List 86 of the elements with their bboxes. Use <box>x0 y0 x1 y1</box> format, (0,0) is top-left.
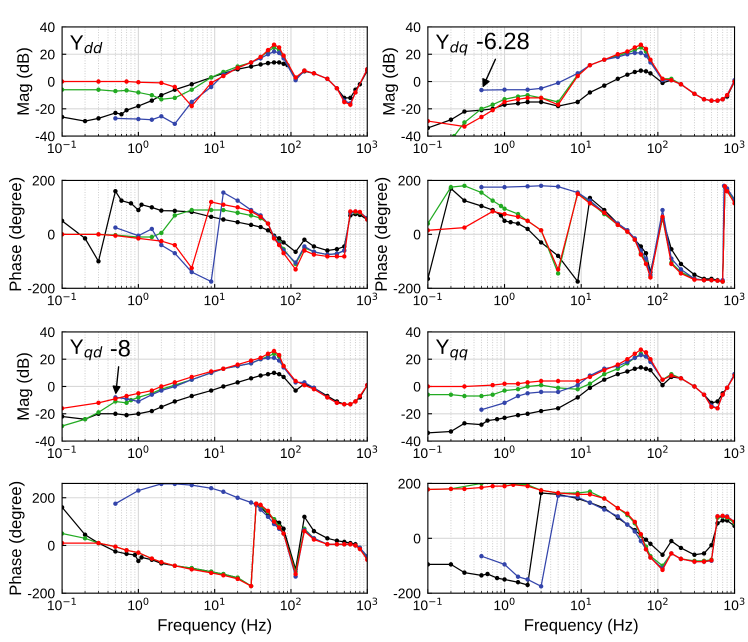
x-tick-label: 10$^{2}$ <box>648 140 668 154</box>
y-tick-label: -40 <box>36 131 55 142</box>
x-axis-title: Frequency (Hz) <box>158 618 272 634</box>
x-tick-label: 10$^{0}$ <box>128 140 148 154</box>
y-tick-label: 40 <box>40 22 55 32</box>
y-tick-label: -40 <box>401 436 420 446</box>
y-tick-label: 0 <box>48 76 55 87</box>
y-tick-label: 40 <box>40 327 55 338</box>
annotation: Y$_{dd}$ <box>70 35 102 54</box>
y-tick-label: -200 <box>394 284 420 294</box>
annotation: Y$_{qd}$ <box>70 340 102 360</box>
x-tick-label: 10$^{0}$ <box>494 140 515 154</box>
x-tick-label: 10$^{1}$ <box>204 598 224 610</box>
y-tick-label: 200 <box>398 176 420 186</box>
y-tick-label: -20 <box>401 104 420 114</box>
y-tick-label: -40 <box>401 131 420 142</box>
annotation: -6.28 <box>476 32 529 50</box>
x-tick-label: 10$^{2}$ <box>280 598 301 610</box>
y-tick-label: 0 <box>414 382 420 392</box>
x-tick-label: 10$^{1}$ <box>571 292 591 306</box>
y-axis-title: Mag (dB) <box>16 353 32 420</box>
x-tick-label: 10$^{3}$ <box>357 292 378 306</box>
x-tick-label: 10$^{3}$ <box>724 598 744 610</box>
x-tick-label: 10$^{3}$ <box>357 598 378 610</box>
x-tick-label: 10$^{2}$ <box>648 445 668 458</box>
x-tick-label: 10$^{0}$ <box>128 292 148 306</box>
x-tick-label: 10$^{0}$ <box>494 292 515 306</box>
x-tick-label: 10$^{1}$ <box>204 446 224 458</box>
x-tick-label: 10$^{1}$ <box>571 140 591 154</box>
y-tick-label: -200 <box>28 588 55 598</box>
x-tick-label: 10$^{2}$ <box>648 598 668 610</box>
y-tick-label: 200 <box>398 478 420 489</box>
y-tick-label: 20 <box>40 50 55 60</box>
y-tick-label: 20 <box>406 50 420 60</box>
annotation: Y$_{dq}$ <box>436 34 468 56</box>
x-tick-label: 10$^{1}$ <box>204 292 224 306</box>
x-tick-label: 10$^{1}$ <box>571 446 591 458</box>
x-tick-label: 10$^{1}$ <box>571 598 591 610</box>
y-tick-label: 0 <box>48 382 55 392</box>
x-tick-label: 10$^{3}$ <box>724 292 744 306</box>
x-axis-title: Frequency (Hz) <box>525 618 638 634</box>
x-tick-label: 10$^{3}$ <box>357 140 378 154</box>
y-axis-title: Phase (degree) <box>9 482 25 594</box>
y-axis-title: Mag (dB) <box>16 48 32 114</box>
y-tick-label: -20 <box>36 104 55 114</box>
x-tick-label: 10$^{2}$ <box>648 292 668 306</box>
x-tick-label: 10$^{−1}$ <box>414 292 442 306</box>
y-tick-label: 40 <box>406 327 420 338</box>
x-tick-label: 10$^{3}$ <box>724 445 744 458</box>
x-tick-label: 10$^{1}$ <box>204 140 224 154</box>
y-tick-label: 0 <box>48 540 55 551</box>
y-tick-label: -200 <box>394 588 420 598</box>
x-tick-label: 10$^{−1}$ <box>414 140 442 154</box>
y-axis-title: Phase (degree) <box>374 178 390 290</box>
y-tick-label: 0 <box>414 76 420 87</box>
x-tick-label: 10$^{−1}$ <box>48 598 76 610</box>
y-tick-label: 20 <box>40 354 55 364</box>
x-tick-label: 10$^{2}$ <box>280 140 301 154</box>
y-axis-title: Mag (dB) <box>382 48 398 114</box>
y-tick-label: 0 <box>414 534 420 544</box>
y-tick-label: -40 <box>36 436 55 446</box>
y-tick-label: -20 <box>36 409 55 419</box>
x-tick-label: 10$^{−1}$ <box>48 446 76 458</box>
x-tick-label: 10$^{0}$ <box>494 598 515 610</box>
x-tick-label: 10$^{0}$ <box>494 445 515 458</box>
y-tick-label: 200 <box>32 493 55 503</box>
x-tick-label: 10$^{0}$ <box>128 598 148 610</box>
y-tick-label: 40 <box>406 22 420 32</box>
x-tick-label: 10$^{2}$ <box>280 445 301 458</box>
annotation: Y$_{qq}$ <box>436 340 468 360</box>
y-tick-label: -200 <box>28 284 55 294</box>
y-tick-label: 200 <box>32 176 55 186</box>
y-tick-label: 0 <box>48 230 55 240</box>
y-tick-label: 20 <box>406 354 420 364</box>
y-tick-label: -20 <box>401 409 420 419</box>
y-tick-label: 0 <box>414 230 420 240</box>
x-tick-label: 10$^{0}$ <box>128 445 148 458</box>
x-tick-label: 10$^{3}$ <box>357 445 378 458</box>
x-tick-label: 10$^{−1}$ <box>48 292 76 306</box>
annotation: -8 <box>110 340 130 357</box>
x-tick-label: 10$^{−1}$ <box>48 140 76 154</box>
x-tick-label: 10$^{3}$ <box>724 140 744 154</box>
x-tick-label: 10$^{−1}$ <box>414 598 442 610</box>
x-tick-label: 10$^{2}$ <box>280 292 301 306</box>
y-axis-title: Phase (degree) <box>9 178 25 290</box>
x-tick-label: 10$^{−1}$ <box>414 446 442 458</box>
